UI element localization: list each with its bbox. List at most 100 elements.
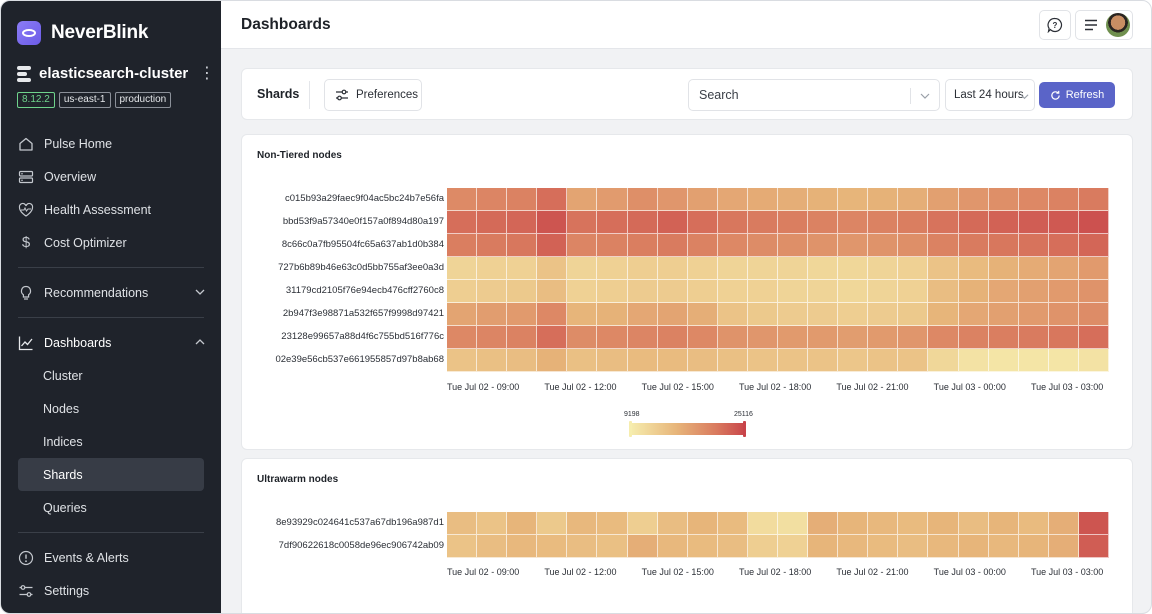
- sidebar-item-pulse-home[interactable]: Pulse Home: [1, 127, 221, 160]
- heatmap-cell[interactable]: [507, 257, 538, 280]
- heatmap-cell[interactable]: [747, 303, 778, 326]
- sidebar-item-cost-optimizer[interactable]: $ Cost Optimizer: [1, 226, 221, 259]
- heatmap-cell[interactable]: [988, 349, 1019, 372]
- heatmap-cell[interactable]: [778, 188, 809, 211]
- heatmap-cell[interactable]: [958, 326, 989, 349]
- heatmap-cell[interactable]: [567, 257, 598, 280]
- heatmap-cell[interactable]: [838, 234, 869, 257]
- sidebar-item-health-assessment[interactable]: Health Assessment: [1, 193, 221, 226]
- heatmap-cell[interactable]: [447, 535, 478, 558]
- heatmap-cell[interactable]: [838, 303, 869, 326]
- heatmap-cell[interactable]: [747, 326, 778, 349]
- heatmap-cell[interactable]: [838, 257, 869, 280]
- heatmap-cell[interactable]: [537, 326, 568, 349]
- heatmap-cell[interactable]: [958, 211, 989, 234]
- heatmap-cell[interactable]: [687, 512, 718, 535]
- heatmap-cell[interactable]: [868, 326, 899, 349]
- heatmap-cell[interactable]: [747, 535, 778, 558]
- sidebar-subitem-indices[interactable]: Indices: [43, 434, 83, 449]
- heatmap-cell[interactable]: [717, 349, 748, 372]
- heatmap-cell[interactable]: [928, 349, 959, 372]
- heatmap-cell[interactable]: [447, 280, 478, 303]
- heatmap-cell[interactable]: [597, 280, 628, 303]
- time-range-select[interactable]: Last 24 hours: [945, 79, 1035, 111]
- heatmap-cell[interactable]: [928, 280, 959, 303]
- heatmap-cell[interactable]: [657, 349, 688, 372]
- legend-range-handle-right[interactable]: [743, 421, 746, 437]
- heatmap-cell[interactable]: [1048, 303, 1079, 326]
- heatmap-cell[interactable]: [537, 280, 568, 303]
- heatmap-cell[interactable]: [898, 188, 929, 211]
- heatmap-cell[interactable]: [1018, 512, 1049, 535]
- heatmap-cell[interactable]: [1018, 257, 1049, 280]
- heatmap-cell[interactable]: [898, 535, 929, 558]
- heatmap-cell[interactable]: [567, 349, 598, 372]
- heatmap-cell[interactable]: [477, 303, 508, 326]
- heatmap-cell[interactable]: [778, 535, 809, 558]
- heatmap-cell[interactable]: [868, 280, 899, 303]
- heatmap-cell[interactable]: [1018, 234, 1049, 257]
- heatmap-cell[interactable]: [778, 512, 809, 535]
- heatmap-cell[interactable]: [1078, 349, 1109, 372]
- sidebar-subitem-nodes[interactable]: Nodes: [43, 401, 80, 416]
- heatmap-cell[interactable]: [808, 303, 839, 326]
- heatmap-cell[interactable]: [808, 257, 839, 280]
- heatmap-cell[interactable]: [1048, 188, 1079, 211]
- heatmap-cell[interactable]: [1078, 535, 1109, 558]
- heatmap-cell[interactable]: [627, 234, 658, 257]
- heatmap-cell[interactable]: [928, 234, 959, 257]
- heatmap-cell[interactable]: [1018, 211, 1049, 234]
- heatmap-cell[interactable]: [567, 512, 598, 535]
- heatmap-cell[interactable]: [838, 535, 869, 558]
- heatmap-cell[interactable]: [1048, 535, 1079, 558]
- heatmap-cell[interactable]: [627, 280, 658, 303]
- heatmap-cell[interactable]: [687, 303, 718, 326]
- legend-range-handle-left[interactable]: [629, 421, 632, 437]
- heatmap-cell[interactable]: [447, 326, 478, 349]
- chevron-down-icon[interactable]: [920, 91, 930, 101]
- heatmap-cell[interactable]: [687, 234, 718, 257]
- heatmap-cell[interactable]: [507, 280, 538, 303]
- heatmap-cell[interactable]: [898, 234, 929, 257]
- heatmap-cell[interactable]: [1078, 257, 1109, 280]
- heatmap-cell[interactable]: [567, 280, 598, 303]
- sidebar-item-events-alerts[interactable]: Events & Alerts: [1, 541, 221, 574]
- heatmap-cell[interactable]: [747, 349, 778, 372]
- heatmap-cell[interactable]: [838, 211, 869, 234]
- kebab-menu-icon[interactable]: ⋮: [199, 64, 215, 82]
- heatmap-cell[interactable]: [808, 535, 839, 558]
- heatmap-cell[interactable]: [537, 349, 568, 372]
- heatmap-cell[interactable]: [687, 257, 718, 280]
- heatmap-cell[interactable]: [1048, 326, 1079, 349]
- heatmap-cell[interactable]: [687, 535, 718, 558]
- heatmap-cell[interactable]: [657, 512, 688, 535]
- heatmap-cell[interactable]: [778, 326, 809, 349]
- heatmap-cell[interactable]: [1078, 512, 1109, 535]
- heatmap-cell[interactable]: [928, 188, 959, 211]
- heatmap-cell[interactable]: [1048, 257, 1079, 280]
- heatmap-cell[interactable]: [1078, 280, 1109, 303]
- heatmap-cell[interactable]: [657, 188, 688, 211]
- heatmap-cell[interactable]: [477, 234, 508, 257]
- heatmap-cell[interactable]: [567, 535, 598, 558]
- heatmap-cell[interactable]: [477, 512, 508, 535]
- heatmap-cell[interactable]: [958, 303, 989, 326]
- heatmap-cell[interactable]: [717, 257, 748, 280]
- heatmap-cell[interactable]: [537, 188, 568, 211]
- heatmap-cell[interactable]: [808, 326, 839, 349]
- heatmap-cell[interactable]: [477, 211, 508, 234]
- heatmap-cell[interactable]: [507, 326, 538, 349]
- chevron-up-icon[interactable]: [195, 337, 205, 347]
- heatmap-cell[interactable]: [988, 257, 1019, 280]
- sidebar-item-recommendations[interactable]: Recommendations: [1, 276, 221, 309]
- heatmap-cell[interactable]: [537, 234, 568, 257]
- heatmap-cell[interactable]: [717, 326, 748, 349]
- heatmap-cell[interactable]: [988, 326, 1019, 349]
- heatmap-cell[interactable]: [657, 535, 688, 558]
- heatmap-cell[interactable]: [898, 349, 929, 372]
- heatmap-cell[interactable]: [1078, 326, 1109, 349]
- heatmap-cell[interactable]: [928, 303, 959, 326]
- heatmap-cell[interactable]: [1018, 349, 1049, 372]
- heatmap-cell[interactable]: [567, 211, 598, 234]
- refresh-button[interactable]: Refresh: [1039, 82, 1115, 108]
